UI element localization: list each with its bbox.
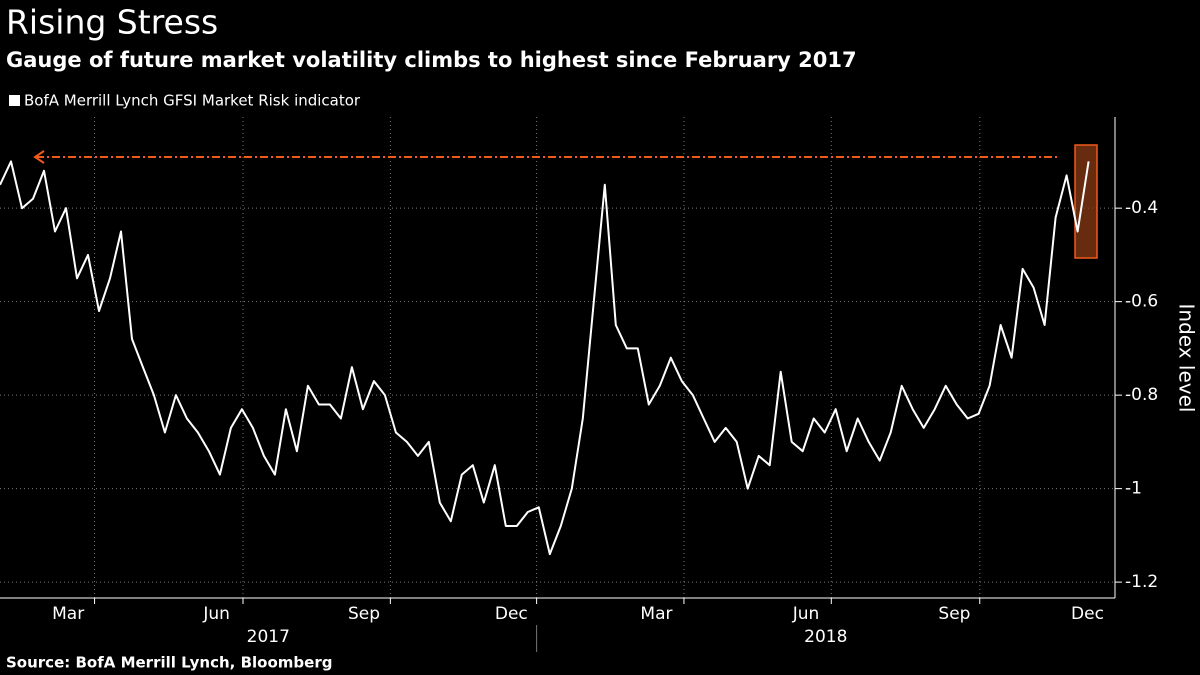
x-tick-label: Mar: [640, 604, 672, 624]
chart-subtitle: Gauge of future market volatility climbs…: [6, 48, 857, 72]
x-tick-label: Jun: [792, 604, 820, 624]
y-tick-label: -0.4: [1125, 198, 1158, 218]
x-tick-label: Jun: [202, 604, 230, 624]
arrow-head: [33, 150, 45, 164]
legend-swatch: [9, 95, 20, 106]
data-line: [0, 160, 1090, 556]
y-tick-label: -0.8: [1125, 385, 1158, 405]
x-tick-label: Mar: [52, 604, 84, 624]
x-tick-label: Sep: [938, 604, 970, 624]
x-tick-label: Dec: [495, 604, 528, 624]
year-label: 2017: [247, 627, 290, 647]
x-tick-label: Sep: [348, 604, 380, 624]
x-tick-label: Dec: [1071, 604, 1104, 624]
y-tick-label: -0.6: [1125, 292, 1158, 312]
highlight-box: [1074, 144, 1098, 259]
legend-label: BofA Merrill Lynch GFSI Market Risk indi…: [24, 92, 361, 110]
y-axis-label: Index level: [1175, 304, 1199, 413]
year-label: 2018: [804, 627, 847, 647]
y-tick-label: -1.2: [1125, 572, 1158, 592]
source: Source: BofA Merrill Lynch, Bloomberg: [6, 654, 332, 672]
chart-title: Rising Stress: [6, 3, 218, 42]
y-tick-label: -1: [1125, 479, 1142, 499]
